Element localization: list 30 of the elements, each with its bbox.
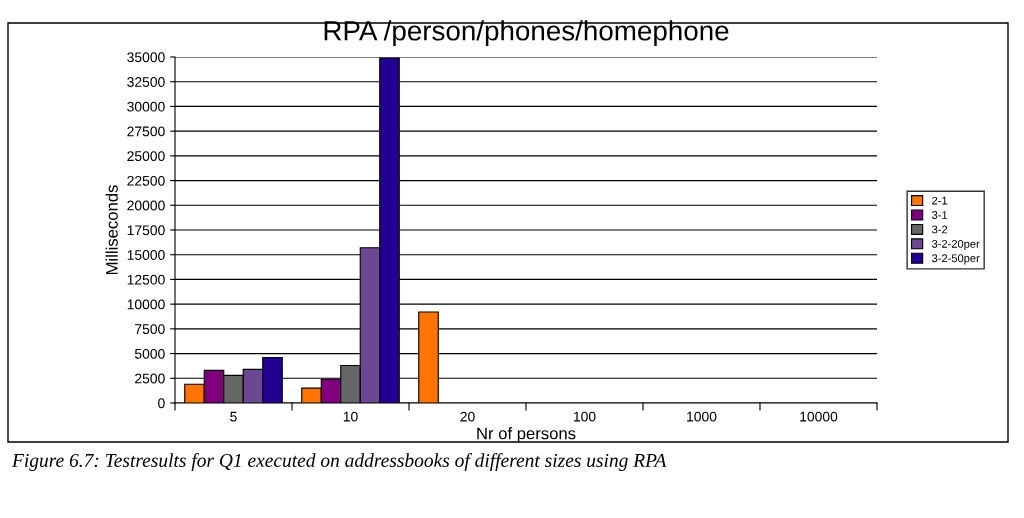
x-tick-label: 5 — [230, 411, 237, 422]
x-tick-label: 10000 — [800, 411, 838, 422]
y-tick-label: 7500 — [135, 324, 165, 335]
y-tick-label: 15000 — [127, 250, 165, 260]
x-tick-label: 1000 — [687, 411, 717, 422]
caption: Figure 6.7: Testresults for Q1 executed on addressbooks of different sizes using RPA — [11, 453, 667, 471]
legend-label: 3-2 — [931, 225, 948, 234]
legend-label: 3-2-20per — [931, 239, 980, 250]
legend-label: 3-2-50per — [931, 254, 980, 265]
x-tick-label: 100 — [573, 411, 596, 422]
y-tick-label: 17500 — [127, 225, 165, 236]
y-tick-label: 2500 — [135, 373, 165, 384]
legend-label: 3-1 — [931, 211, 948, 219]
y-tick-label: 27500 — [127, 126, 165, 137]
y-tick-label: 10000 — [127, 299, 165, 310]
x-tick-label: 10 — [343, 411, 358, 422]
y-tick-label: 30000 — [127, 101, 165, 112]
chart-title: RPA /person/phones/homephone — [324, 20, 729, 47]
y-tick-label: 5000 — [134, 348, 165, 359]
y-tick-label: 32500 — [127, 77, 165, 87]
legend-label: 2-1 — [932, 196, 948, 205]
x-tick-label: 20 — [460, 411, 475, 422]
x-axis-title: Nr of persons — [477, 427, 576, 443]
y-tick-label: 20000 — [127, 200, 165, 211]
y-axis-title: Milliseconds — [105, 185, 118, 275]
y-tick-label: 25000 — [127, 151, 165, 162]
y-tick-label: 0 — [158, 398, 165, 409]
y-tick-label: 12500 — [127, 274, 165, 285]
y-tick-label: 35000 — [127, 52, 165, 63]
y-tick-label: 22500 — [127, 175, 165, 186]
